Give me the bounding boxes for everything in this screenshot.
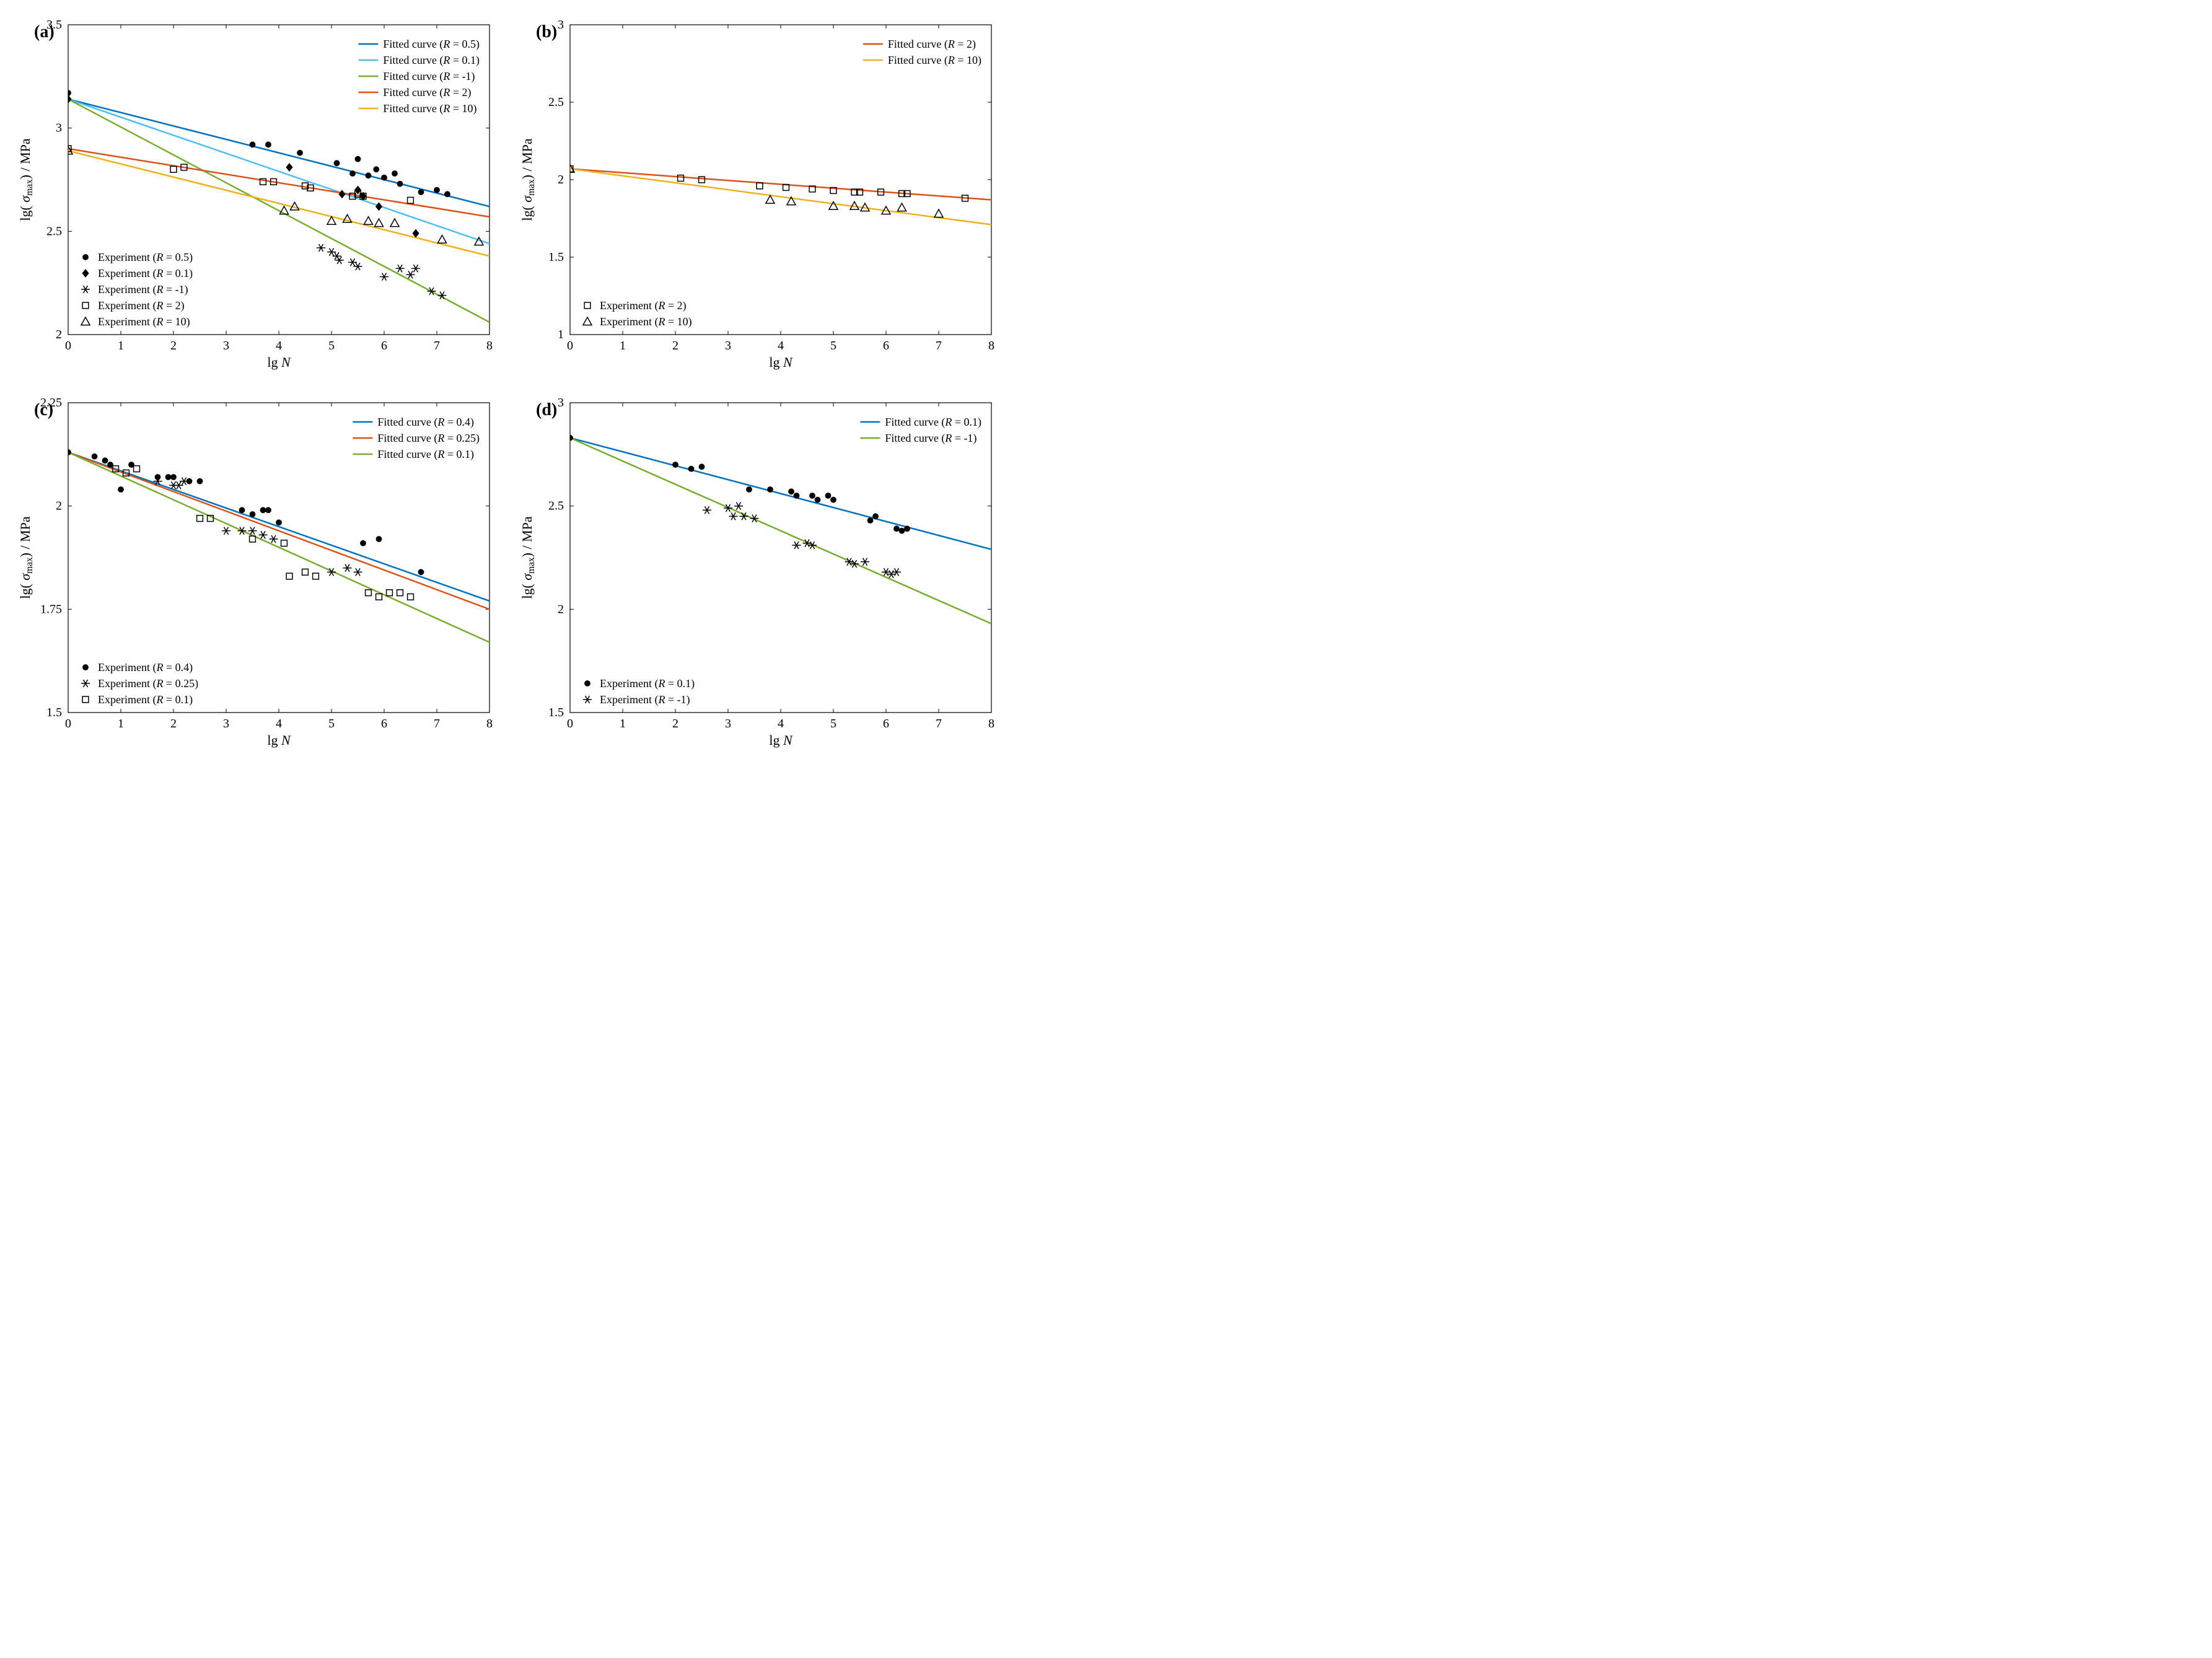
svg-text:Fitted curve (R = 0.1): Fitted curve (R = 0.1) — [377, 448, 474, 461]
svg-text:3: 3 — [56, 121, 62, 135]
svg-text:Fitted curve (R = 2): Fitted curve (R = 2) — [383, 86, 471, 99]
svg-text:1.5: 1.5 — [46, 706, 62, 719]
svg-text:2: 2 — [558, 173, 564, 186]
svg-text:lg N: lg N — [267, 732, 291, 748]
svg-text:Fitted curve (R = 0.1): Fitted curve (R = 0.1) — [885, 416, 981, 429]
svg-text:lg( σmax) / MPa: lg( σmax) / MPa — [519, 516, 537, 599]
svg-text:Fitted curve (R = -1): Fitted curve (R = -1) — [885, 432, 977, 445]
svg-text:1.5: 1.5 — [548, 706, 564, 719]
svg-text:7: 7 — [434, 339, 440, 353]
svg-text:7: 7 — [434, 717, 440, 730]
panel-b: 01234567811.522.53lg Nlg( σmax) / MPa(b)… — [514, 12, 1004, 378]
svg-text:Fitted curve (R = 0.4): Fitted curve (R = 0.4) — [377, 416, 474, 429]
panel-a: 01234567822.533.5lg Nlg( σmax) / MPa(a)F… — [12, 12, 502, 378]
svg-text:(c): (c) — [34, 400, 53, 419]
svg-text:8: 8 — [988, 339, 994, 353]
svg-text:6: 6 — [883, 339, 889, 353]
svg-text:Experiment (R = 0.1): Experiment (R = 0.1) — [98, 267, 193, 280]
svg-text:lg N: lg N — [769, 354, 793, 370]
svg-text:6: 6 — [883, 717, 889, 730]
svg-text:3: 3 — [558, 396, 564, 410]
svg-text:2: 2 — [672, 339, 678, 353]
panel-c: 0123456781.51.7522.25lg Nlg( σmax) / MPa… — [12, 390, 502, 756]
svg-text:4: 4 — [276, 717, 282, 730]
svg-text:4: 4 — [778, 339, 784, 353]
svg-text:Fitted curve (R = 0.1): Fitted curve (R = 0.1) — [383, 54, 480, 67]
chart-grid: 01234567822.533.5lg Nlg( σmax) / MPa(a)F… — [12, 12, 1004, 756]
svg-text:5: 5 — [328, 717, 335, 730]
svg-text:2: 2 — [56, 499, 62, 513]
svg-text:2: 2 — [672, 717, 678, 730]
svg-text:Experiment (R = 0.1): Experiment (R = 0.1) — [98, 693, 193, 706]
svg-text:2: 2 — [170, 717, 177, 730]
svg-text:1: 1 — [558, 328, 564, 341]
svg-text:0: 0 — [65, 339, 71, 353]
svg-text:3: 3 — [223, 339, 229, 353]
svg-text:0: 0 — [567, 717, 573, 730]
svg-text:7: 7 — [936, 339, 942, 353]
svg-text:1.5: 1.5 — [548, 250, 564, 264]
svg-text:Fitted curve (R = 2): Fitted curve (R = 2) — [888, 38, 976, 51]
svg-text:Experiment (R = 0.5): Experiment (R = 0.5) — [98, 251, 193, 264]
svg-text:1: 1 — [620, 717, 626, 730]
svg-text:6: 6 — [381, 717, 387, 730]
svg-text:3: 3 — [725, 717, 731, 730]
svg-text:lg N: lg N — [769, 732, 793, 748]
svg-text:5: 5 — [328, 339, 335, 353]
svg-text:Experiment (R = 10): Experiment (R = 10) — [98, 315, 190, 328]
svg-text:lg N: lg N — [267, 354, 291, 370]
svg-text:7: 7 — [936, 717, 942, 730]
panel-d: 0 1 2 3 4 5 6 7 8 1.5 2 2.5 3 lg N lg( σmax) / MPa (d) F… — [514, 390, 1004, 756]
svg-text:Experiment (R = 10): Experiment (R = 10) — [600, 315, 692, 328]
svg-text:Fitted curve (R = 10): Fitted curve (R = 10) — [383, 102, 476, 115]
svg-text:Experiment (R = 2): Experiment (R = 2) — [600, 299, 687, 312]
svg-text:Experiment (R = -1): Experiment (R = -1) — [600, 693, 690, 706]
svg-text:3: 3 — [558, 18, 564, 32]
svg-text:(d): (d) — [536, 400, 557, 419]
svg-text:Fitted curve (R = 10): Fitted curve (R = 10) — [888, 54, 981, 67]
svg-text:1: 1 — [620, 339, 626, 353]
svg-text:3: 3 — [223, 717, 229, 730]
svg-text:Experiment (R = 0.1): Experiment (R = 0.1) — [600, 677, 695, 690]
svg-text:4: 4 — [778, 717, 784, 730]
svg-text:5: 5 — [830, 339, 836, 353]
svg-text:lg( σmax) / MPa: lg( σmax) / MPa — [17, 516, 35, 599]
svg-text:Fitted curve (R = 0.25): Fitted curve (R = 0.25) — [377, 432, 480, 445]
svg-text:1.75: 1.75 — [40, 602, 62, 616]
svg-text:8: 8 — [486, 339, 493, 353]
svg-text:Experiment (R = -1): Experiment (R = -1) — [98, 283, 188, 296]
svg-text:2.5: 2.5 — [46, 224, 62, 238]
svg-text:0: 0 — [65, 717, 71, 730]
svg-text:Fitted curve (R = -1): Fitted curve (R = -1) — [383, 70, 475, 83]
svg-text:lg( σmax) / MPa: lg( σmax) / MPa — [519, 138, 537, 221]
svg-text:(a): (a) — [34, 22, 55, 42]
svg-text:6: 6 — [381, 339, 387, 353]
svg-text:1: 1 — [118, 339, 124, 353]
svg-text:8: 8 — [988, 717, 994, 730]
svg-text:2.5: 2.5 — [548, 499, 564, 513]
svg-text:8: 8 — [486, 717, 493, 730]
svg-text:2.5: 2.5 — [548, 95, 564, 109]
svg-text:(b): (b) — [536, 22, 557, 42]
svg-text:Experiment (R = 0.25): Experiment (R = 0.25) — [98, 677, 198, 690]
svg-text:4: 4 — [276, 339, 282, 353]
svg-text:Experiment (R = 2): Experiment (R = 2) — [98, 299, 185, 312]
svg-text:1: 1 — [118, 717, 124, 730]
svg-text:0: 0 — [567, 339, 573, 353]
svg-text:lg( σmax) / MPa: lg( σmax) / MPa — [17, 138, 35, 221]
svg-text:2: 2 — [558, 602, 564, 616]
svg-text:2: 2 — [170, 339, 177, 353]
svg-text:2: 2 — [56, 328, 62, 341]
svg-text:Fitted curve (R = 0.5): Fitted curve (R = 0.5) — [383, 38, 480, 51]
svg-text:5: 5 — [830, 717, 836, 730]
svg-text:Experiment (R = 0.4): Experiment (R = 0.4) — [98, 661, 193, 674]
svg-text:3: 3 — [725, 339, 731, 353]
